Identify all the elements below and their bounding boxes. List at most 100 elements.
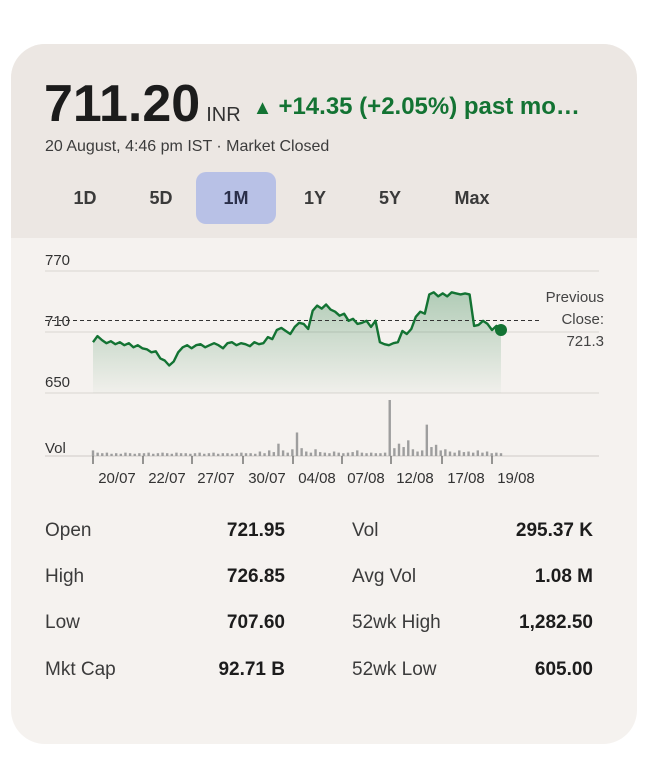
volume-bar — [407, 440, 410, 456]
stat-row-mkt-cap: Mkt Cap 92.71 B 52wk Low 605.00 — [11, 659, 637, 689]
stat-value-open: 721.95 — [226, 520, 285, 541]
tab-5d[interactable]: 5D — [121, 172, 201, 224]
stat-label-52wk-low: 52wk Low — [352, 659, 437, 680]
tab-1d[interactable]: 1D — [45, 172, 125, 224]
x-tick-label: 12/08 — [396, 470, 434, 487]
volume-bar — [244, 453, 248, 456]
y-tick-label: 710 — [45, 313, 70, 330]
tab-label: 5Y — [378, 188, 402, 208]
volume-bar — [356, 450, 359, 456]
stat-value-vol: 295.37 K — [515, 520, 593, 541]
stat-label-avg-vol: Avg Vol — [352, 566, 417, 587]
stat-label-low: Low — [45, 612, 80, 633]
tab-label: 1Y — [303, 188, 327, 208]
volume-bar — [481, 452, 484, 456]
volume-bar — [369, 452, 373, 456]
volume-bar — [490, 453, 493, 456]
volume-bar — [175, 452, 178, 456]
volume-bar — [430, 447, 433, 456]
volume-bar — [471, 452, 475, 456]
volume-bar — [462, 452, 466, 456]
volume-bar — [258, 451, 262, 456]
y-tick-label: 770 — [45, 252, 70, 269]
price-line: 711.20 INR ▲ +14.35 (+2.05%) past month — [44, 74, 604, 134]
tab-label: 5D — [149, 188, 173, 208]
up-arrow-icon: ▲ — [252, 97, 273, 119]
volume-bar — [286, 452, 289, 456]
quote-header: 711.20 INR ▲ +14.35 (+2.05%) past month 20 … — [11, 44, 637, 238]
volume-bar — [170, 453, 174, 456]
stat-label-mkt-cap: Mkt Cap — [45, 659, 116, 680]
volume-bar — [277, 443, 280, 456]
x-tick-label: 17/08 — [447, 470, 485, 487]
volume-bar — [365, 453, 368, 456]
volume-bar — [179, 453, 183, 456]
volume-bar — [240, 452, 243, 456]
volume-bar — [309, 452, 313, 456]
volume-bar — [193, 453, 197, 456]
tab-label: Max — [454, 188, 490, 208]
volume-bar — [249, 453, 252, 456]
volume-bar — [133, 453, 136, 456]
volume-bar — [453, 452, 456, 456]
volume-bar — [458, 450, 461, 456]
volume-bar — [254, 453, 257, 456]
volume-bar — [119, 453, 123, 456]
volume-bar — [291, 449, 294, 456]
stat-value-avg-vol: 1.08 M — [534, 566, 593, 587]
price-chart[interactable]: 650 710 770 Vol 20/07 22/07 27/07 30/07 04/08 0… — [11, 238, 637, 498]
volume-bar — [346, 452, 350, 456]
x-tick-label: 19/08 — [497, 470, 535, 487]
volume-bar — [198, 452, 201, 456]
volume-bar — [165, 453, 169, 456]
volume-bar — [411, 449, 415, 456]
y-tick-label: 650 — [45, 374, 70, 391]
x-tick-label: 20/07 — [98, 470, 136, 487]
volume-bar — [272, 452, 276, 456]
volume-bar — [388, 400, 391, 456]
volume-bar — [124, 452, 127, 456]
volume-bar — [374, 453, 378, 456]
stat-value-mkt-cap: 92.71 B — [218, 659, 285, 680]
volume-bar — [156, 453, 160, 456]
tab-1m[interactable]: 1M — [196, 172, 276, 224]
volume-bar — [439, 450, 442, 456]
price-change: ▲ +14.35 (+2.05%) past month — [253, 93, 583, 121]
stat-value-52wk-high: 1,282.50 — [519, 612, 593, 633]
stat-row-low: Low 707.60 52wk High 1,282.50 — [11, 612, 637, 642]
tab-max[interactable]: Max — [432, 172, 512, 224]
last-price-dot — [495, 323, 507, 336]
volume-bar — [383, 452, 387, 456]
volume-bar — [114, 453, 118, 456]
volume-bar — [101, 453, 104, 456]
volume-bar — [499, 453, 503, 456]
volume-bar — [337, 452, 340, 456]
market-status: 20 August, 4:46 pm IST · Market Closed — [45, 138, 330, 155]
volume-bar — [305, 451, 308, 456]
volume-bar — [448, 451, 452, 456]
volume-bar — [152, 453, 155, 456]
tab-label: 1M — [223, 188, 249, 208]
volume-bar — [379, 453, 382, 456]
volume-bar — [212, 452, 215, 456]
previous-close-label: 721.3 — [566, 333, 604, 350]
volume-bar — [425, 424, 429, 456]
volume-bar — [360, 452, 364, 456]
volume-bar — [96, 452, 99, 456]
price-line — [92, 291, 502, 367]
previous-close-label: Close: — [561, 311, 604, 328]
volume-bar — [221, 453, 225, 456]
tab-5y[interactable]: 5Y — [350, 172, 430, 224]
volume-bar — [314, 449, 317, 456]
tab-1y[interactable]: 1Y — [275, 172, 355, 224]
volume-bar — [138, 453, 141, 456]
stat-label-52wk-high: 52wk High — [352, 612, 441, 633]
volume-bar — [300, 448, 303, 456]
volume-bar — [267, 450, 271, 456]
volume-bar — [485, 451, 489, 456]
previous-close-label: Previous — [546, 289, 604, 306]
volume-bar — [495, 452, 498, 456]
volume-bar — [476, 450, 480, 456]
volume-bar — [393, 448, 396, 456]
volume-bar — [402, 447, 405, 456]
